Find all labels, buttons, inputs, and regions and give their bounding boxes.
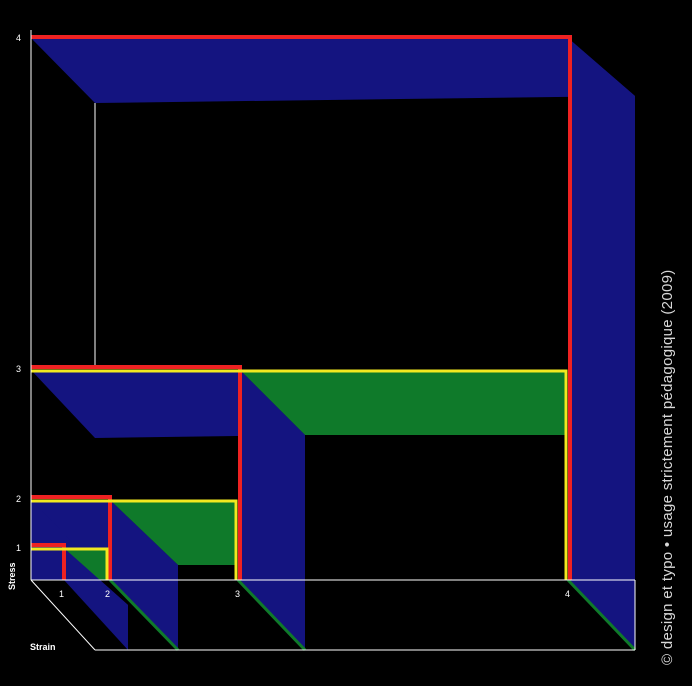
green-face-level-2: [110, 500, 236, 565]
y-axis-title: Stress: [7, 562, 17, 590]
right-face-level-1: [64, 548, 128, 650]
right-face-level-2: [110, 500, 178, 650]
x-tick-1: 1: [59, 589, 64, 599]
right-face-level-4: [568, 38, 635, 650]
y-tick-2: 2: [16, 494, 21, 504]
top-face-level-3: [31, 370, 305, 438]
x-axis-title: Strain: [30, 642, 56, 652]
yellow-path: [31, 369, 568, 580]
floor-edges: [108, 578, 637, 652]
red-path: [31, 35, 572, 580]
x-tick-4: 4: [565, 589, 570, 599]
credit-text: © design et typo • usage strictement péd…: [659, 269, 676, 665]
axes: [30, 30, 636, 651]
y-tick-3: 3: [16, 364, 21, 374]
x-tick-2: 2: [105, 589, 110, 599]
green-face-level-3: [240, 370, 566, 435]
y-tick-1: 1: [16, 543, 21, 553]
x-tick-3: 3: [235, 589, 240, 599]
y-tick-4: 4: [16, 33, 21, 43]
z-axis-left: [30, 579, 96, 651]
green-face-level-1: [64, 548, 107, 580]
top-face-level-4: [31, 38, 635, 103]
